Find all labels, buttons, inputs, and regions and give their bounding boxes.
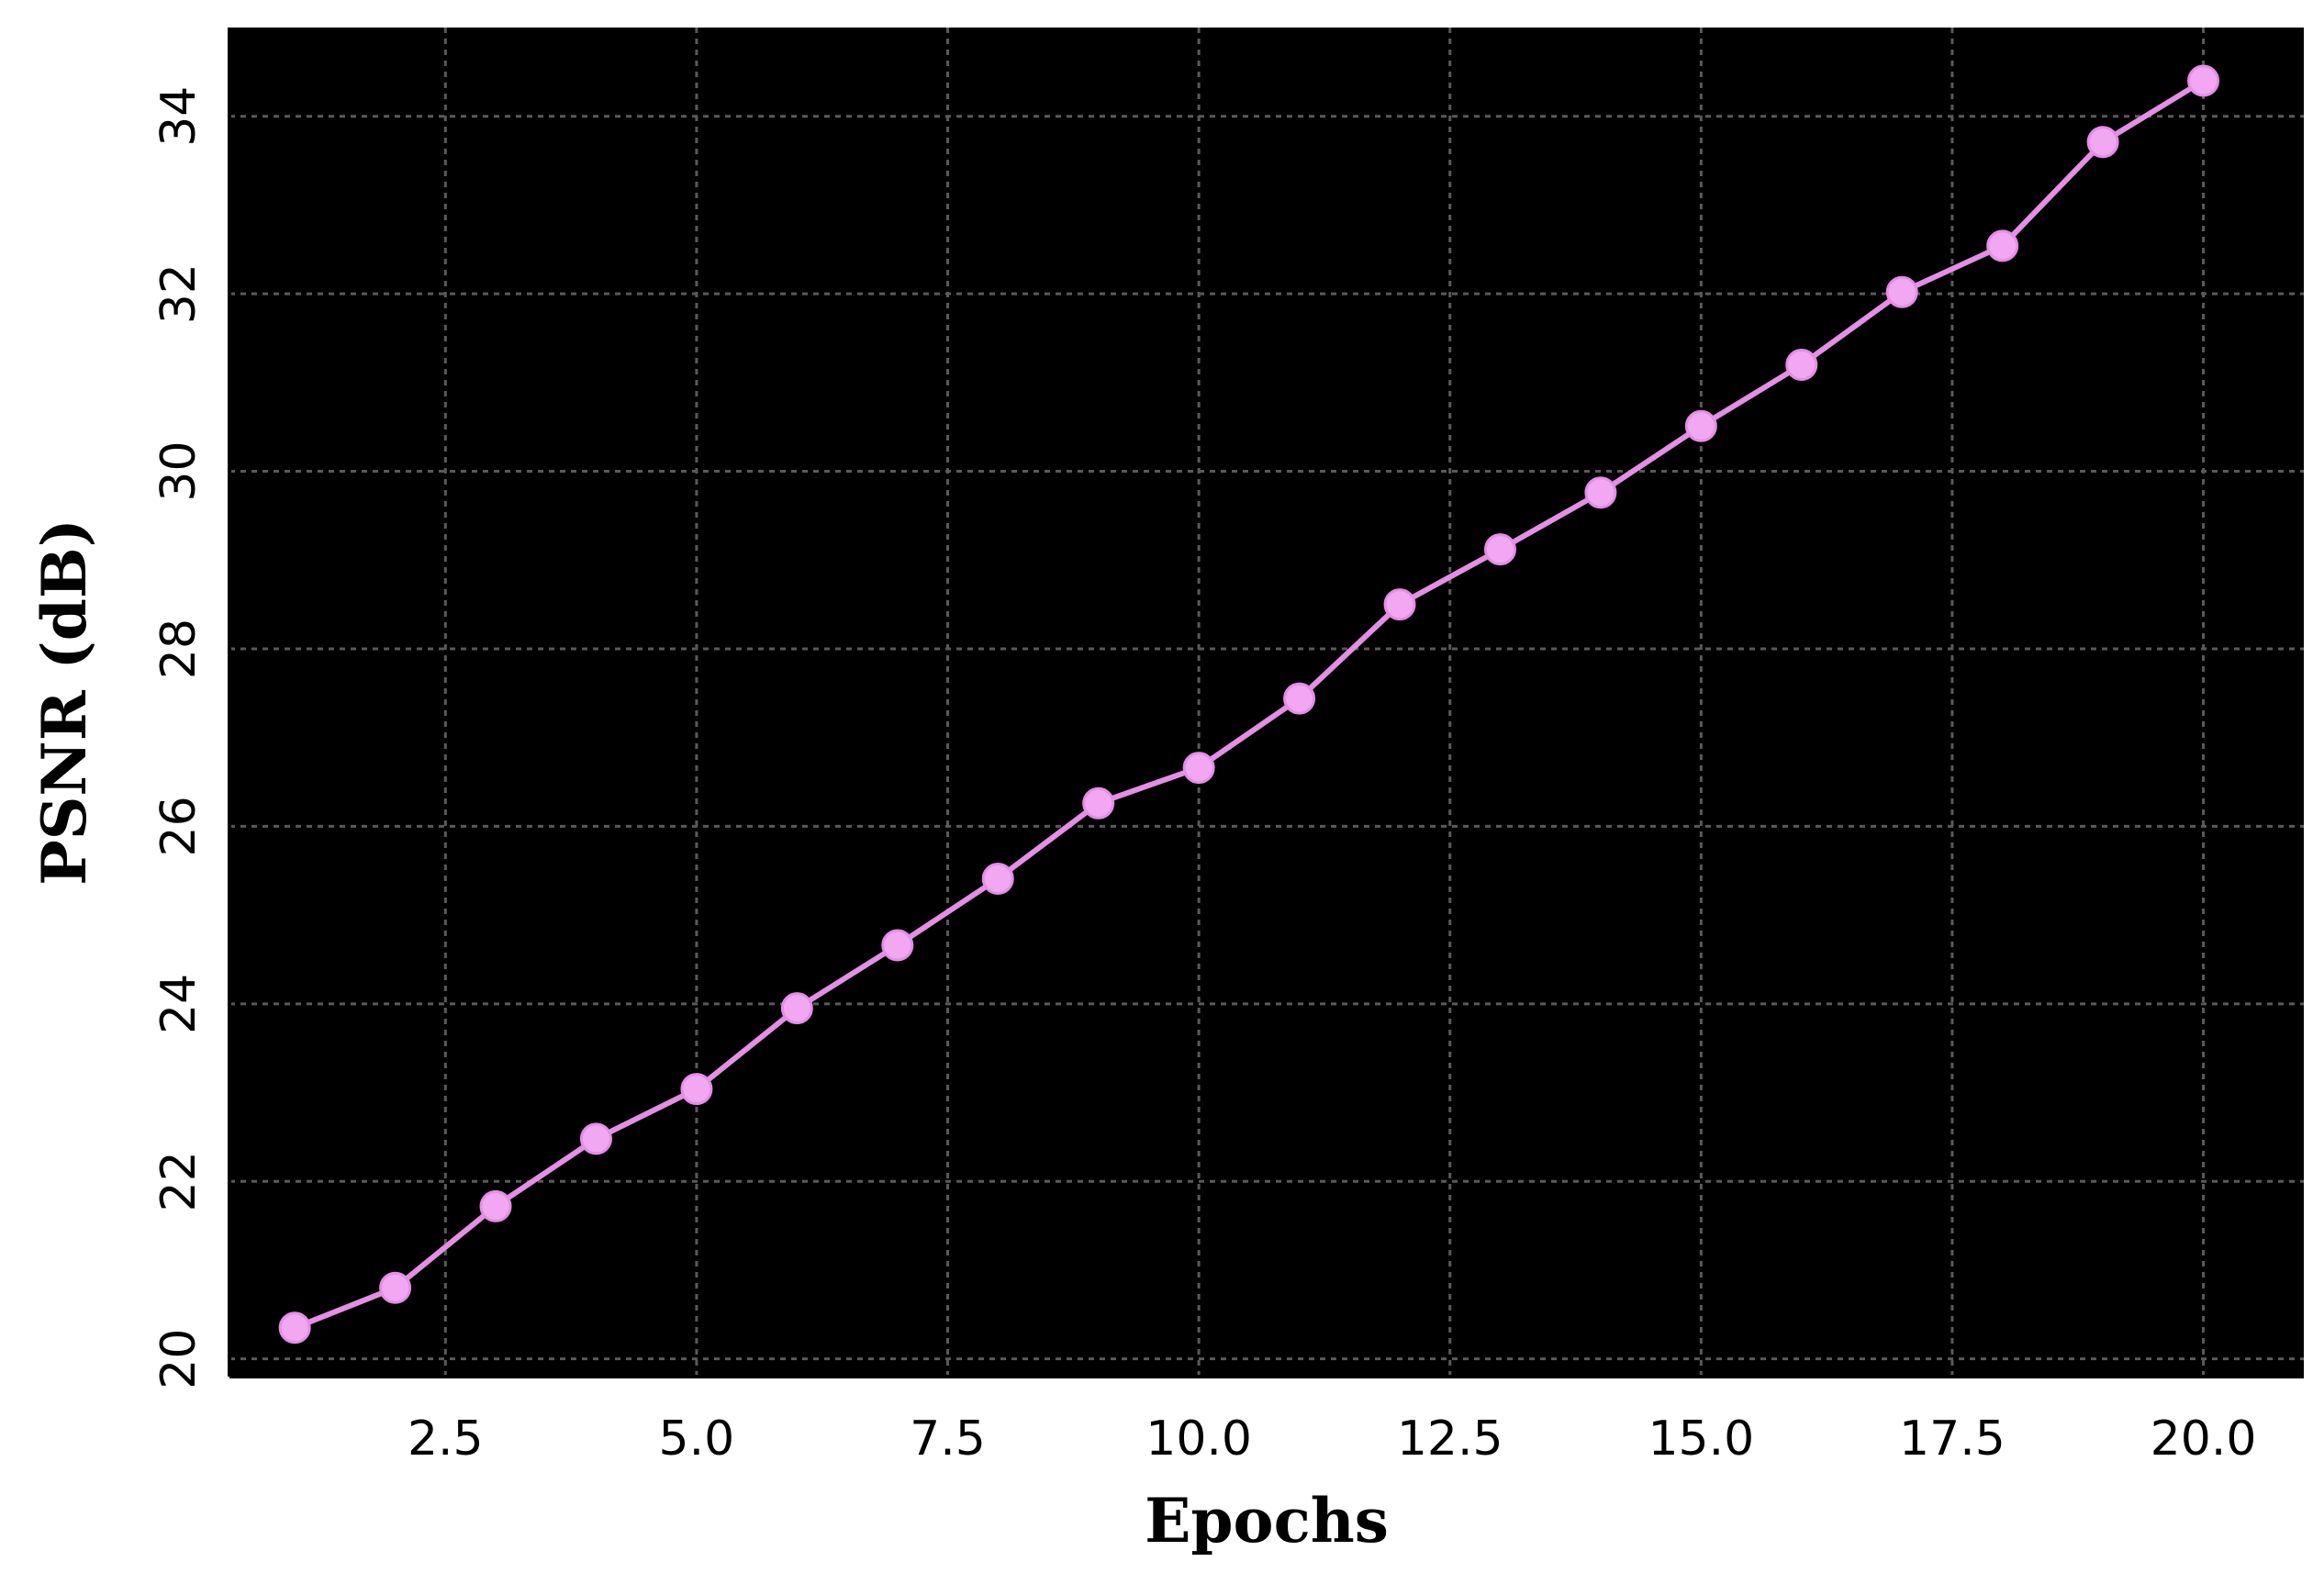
x-tick-label: 20.0	[2151, 1411, 2257, 1467]
data-point	[1182, 752, 1215, 785]
x-tick-label: 10.0	[1145, 1411, 1252, 1467]
data-point	[579, 1122, 612, 1155]
x-tick-label: 17.5	[1899, 1411, 2006, 1467]
data-point	[1885, 275, 1918, 308]
data-point	[780, 992, 813, 1025]
data-point	[379, 1271, 412, 1304]
x-tick-label: 2.5	[408, 1411, 484, 1467]
x-axis-title: Epochs	[1145, 1485, 1389, 1556]
y-axis-title: PSNR (dB)	[28, 519, 100, 886]
y-tick-labels: 20 22 24 26 28 30 32 34	[151, 86, 207, 1389]
x-tick-label: 7.5	[910, 1411, 986, 1467]
data-point	[1684, 409, 1717, 442]
data-point	[479, 1189, 512, 1222]
data-point	[2187, 64, 2220, 97]
data-point	[278, 1311, 311, 1344]
data-point	[1383, 588, 1416, 621]
data-point	[2086, 126, 2119, 159]
x-tick-label: 5.0	[659, 1411, 735, 1467]
x-tick-label: 15.0	[1648, 1411, 1754, 1467]
data-point	[680, 1073, 713, 1106]
data-point	[1986, 229, 2019, 262]
y-tick-label: 20	[151, 1329, 207, 1389]
y-tick-label: 28	[151, 619, 207, 679]
y-tick-label: 34	[151, 86, 207, 147]
psnr-series-line	[292, 78, 2207, 1331]
x-tick-label: 12.5	[1397, 1411, 1503, 1467]
data-point	[1584, 476, 1617, 509]
x-tick-labels: 2.5 5.0 7.5 10.0 12.5 15.0 17.5 20.0	[408, 1411, 2256, 1467]
y-tick-label: 24	[151, 974, 207, 1034]
data-point	[981, 862, 1014, 895]
data-point	[881, 929, 914, 962]
grid	[229, 28, 2304, 1377]
series	[278, 64, 2220, 1344]
data-point	[1785, 349, 1818, 381]
data-point	[1483, 533, 1516, 566]
y-tick-label: 32	[151, 263, 207, 324]
data-point	[1283, 682, 1316, 715]
y-tick-label: 26	[151, 796, 207, 856]
data-point	[1082, 786, 1115, 820]
y-tick-label: 22	[151, 1151, 207, 1211]
axes	[228, 28, 2304, 1378]
y-tick-label: 30	[151, 441, 207, 501]
